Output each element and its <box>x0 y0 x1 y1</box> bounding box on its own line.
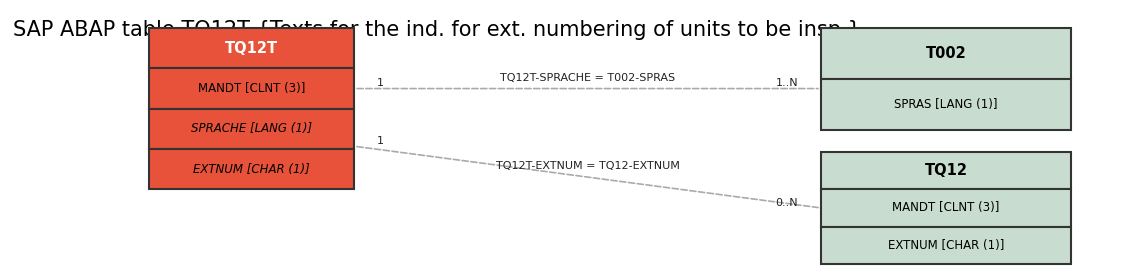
Text: MANDT [CLNT (3)]: MANDT [CLNT (3)] <box>892 201 1000 214</box>
FancyBboxPatch shape <box>149 149 354 189</box>
Text: SPRACHE [LANG (1)]: SPRACHE [LANG (1)] <box>192 122 313 135</box>
FancyBboxPatch shape <box>820 227 1071 264</box>
Text: 1: 1 <box>377 136 385 146</box>
Text: TQ12T-SPRACHE = T002-SPRAS: TQ12T-SPRACHE = T002-SPRAS <box>500 73 675 83</box>
Text: TQ12T: TQ12T <box>225 41 278 56</box>
FancyBboxPatch shape <box>820 189 1071 227</box>
Text: EXTNUM [CHAR (1)]: EXTNUM [CHAR (1)] <box>194 163 310 176</box>
FancyBboxPatch shape <box>149 69 354 109</box>
Text: T002: T002 <box>925 46 966 61</box>
FancyBboxPatch shape <box>820 28 1071 79</box>
Text: 1: 1 <box>377 78 385 88</box>
FancyBboxPatch shape <box>149 28 354 69</box>
Text: SPRAS [LANG (1)]: SPRAS [LANG (1)] <box>895 98 998 111</box>
FancyBboxPatch shape <box>820 79 1071 130</box>
Text: MANDT [CLNT (3)]: MANDT [CLNT (3)] <box>199 82 306 95</box>
Text: TQ12: TQ12 <box>924 163 968 178</box>
Text: TQ12T-EXTNUM = TQ12-EXTNUM: TQ12T-EXTNUM = TQ12-EXTNUM <box>495 161 680 171</box>
Text: 0..N: 0..N <box>776 198 799 208</box>
Text: EXTNUM [CHAR (1)]: EXTNUM [CHAR (1)] <box>888 239 1004 252</box>
Text: SAP ABAP table TQ12T {Texts for the ind. for ext. numbering of units to be insp.: SAP ABAP table TQ12T {Texts for the ind.… <box>13 20 860 40</box>
FancyBboxPatch shape <box>820 151 1071 189</box>
FancyBboxPatch shape <box>149 109 354 149</box>
Text: 1..N: 1..N <box>776 78 799 88</box>
